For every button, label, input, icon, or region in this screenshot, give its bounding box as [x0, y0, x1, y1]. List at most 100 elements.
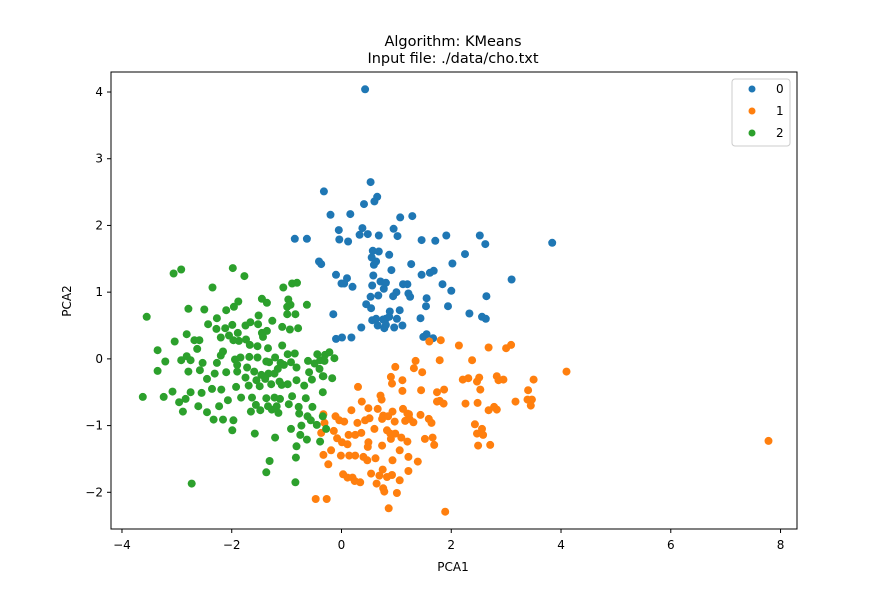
point-cluster-0-6 — [326, 210, 335, 219]
point-cluster-0-46 — [381, 278, 390, 287]
point-cluster-1-122 — [372, 479, 381, 488]
point-cluster-1-81 — [391, 429, 400, 438]
plot-area-frame — [110, 71, 798, 530]
x-tick-label: 4 — [557, 538, 565, 552]
point-cluster-2-61 — [153, 346, 162, 355]
point-cluster-0-93 — [347, 333, 356, 342]
point-cluster-1-8 — [468, 356, 477, 365]
point-cluster-2-11 — [302, 300, 311, 309]
point-cluster-1-125 — [380, 487, 389, 496]
point-cluster-2-25 — [212, 324, 221, 333]
point-cluster-1-48 — [461, 399, 470, 408]
point-cluster-2-47 — [190, 336, 199, 345]
point-cluster-0-71 — [444, 302, 452, 311]
point-cluster-1-113 — [367, 469, 376, 478]
point-cluster-0-60 — [406, 292, 415, 301]
point-cluster-0-53 — [340, 279, 349, 288]
point-cluster-1-84 — [479, 430, 488, 439]
point-cluster-1-63 — [365, 414, 374, 423]
point-cluster-1-47 — [439, 399, 448, 408]
y-tick-label: −1 — [85, 419, 103, 433]
point-cluster-1-117 — [375, 471, 384, 480]
point-cluster-1-93 — [474, 441, 483, 450]
point-cluster-2-164 — [302, 435, 311, 444]
point-cluster-2-147 — [178, 407, 187, 416]
legend-marker-2 — [748, 129, 756, 137]
point-cluster-2-77 — [279, 360, 288, 369]
point-cluster-2-162 — [292, 442, 301, 451]
point-cluster-2-104 — [292, 376, 301, 385]
point-cluster-2-84 — [210, 369, 219, 378]
point-cluster-2-143 — [267, 405, 276, 414]
point-cluster-1-94 — [428, 433, 437, 442]
legend-label-2: 2 — [776, 126, 784, 140]
x-axis-label: PCA1 — [437, 560, 468, 574]
point-cluster-2-109 — [217, 385, 226, 394]
point-cluster-1-66 — [390, 417, 399, 426]
point-cluster-0-52 — [507, 275, 516, 284]
point-cluster-1-33 — [562, 367, 571, 376]
point-cluster-0-19 — [344, 237, 353, 246]
point-cluster-0-20 — [355, 230, 364, 239]
point-cluster-1-18 — [386, 372, 395, 381]
point-cluster-2-100 — [241, 373, 250, 382]
point-cluster-0-62 — [447, 286, 456, 295]
point-cluster-1-103 — [345, 451, 354, 460]
point-cluster-0-8 — [396, 213, 405, 222]
point-cluster-1-92 — [430, 440, 439, 449]
x-tick-label: 8 — [777, 538, 785, 552]
point-cluster-1-30 — [476, 385, 485, 394]
point-cluster-2-24 — [204, 320, 213, 329]
point-cluster-1-91 — [420, 434, 429, 443]
point-cluster-2-43 — [253, 342, 262, 351]
point-cluster-2-95 — [315, 364, 324, 373]
point-cluster-1-78 — [370, 424, 379, 433]
point-cluster-1-37 — [347, 406, 356, 415]
point-cluster-2-51 — [193, 344, 202, 353]
point-cluster-0-2 — [319, 187, 328, 196]
point-cluster-2-1 — [169, 269, 178, 278]
point-cluster-2-69 — [233, 360, 242, 369]
point-cluster-0-25 — [417, 236, 426, 245]
point-cluster-2-36 — [234, 336, 243, 345]
y-axis-label: PCA2 — [60, 285, 74, 316]
point-cluster-1-109 — [413, 457, 422, 466]
point-cluster-0-42 — [332, 270, 340, 279]
point-cluster-0-77 — [372, 314, 381, 323]
point-cluster-0-7 — [358, 224, 367, 233]
point-cluster-0-30 — [461, 250, 469, 259]
point-cluster-2-168 — [291, 478, 300, 487]
point-cluster-0-14 — [442, 231, 451, 240]
point-cluster-2-133 — [194, 402, 203, 411]
point-cluster-0-55 — [379, 284, 388, 293]
point-cluster-2-3 — [240, 272, 249, 281]
point-cluster-2-129 — [318, 388, 327, 397]
point-cluster-1-96 — [363, 442, 372, 451]
point-cluster-1-110 — [324, 460, 333, 469]
point-cluster-1-104 — [351, 451, 360, 460]
point-cluster-0-61 — [422, 294, 431, 303]
point-cluster-2-82 — [320, 356, 329, 365]
point-cluster-0-82 — [357, 323, 366, 332]
point-cluster-2-53 — [264, 344, 272, 353]
point-cluster-1-77 — [357, 428, 366, 437]
point-cluster-1-25 — [377, 395, 386, 404]
point-cluster-2-66 — [198, 358, 207, 367]
point-cluster-2-92 — [273, 364, 282, 373]
point-cluster-2-29 — [268, 316, 277, 325]
point-cluster-2-93 — [292, 363, 301, 372]
point-cluster-2-155 — [297, 421, 306, 430]
point-cluster-1-126 — [392, 489, 401, 497]
point-cluster-2-23 — [228, 320, 237, 329]
point-cluster-1-19 — [398, 376, 407, 385]
point-cluster-0-72 — [465, 309, 474, 318]
point-cluster-0-66 — [362, 300, 371, 309]
point-cluster-0-57 — [366, 292, 375, 301]
point-cluster-2-34 — [283, 310, 292, 319]
point-cluster-0-33 — [369, 260, 378, 269]
point-cluster-1-99 — [388, 456, 397, 465]
point-cluster-1-51 — [492, 405, 501, 414]
point-cluster-2-72 — [253, 353, 262, 362]
point-cluster-1-61 — [353, 418, 362, 427]
